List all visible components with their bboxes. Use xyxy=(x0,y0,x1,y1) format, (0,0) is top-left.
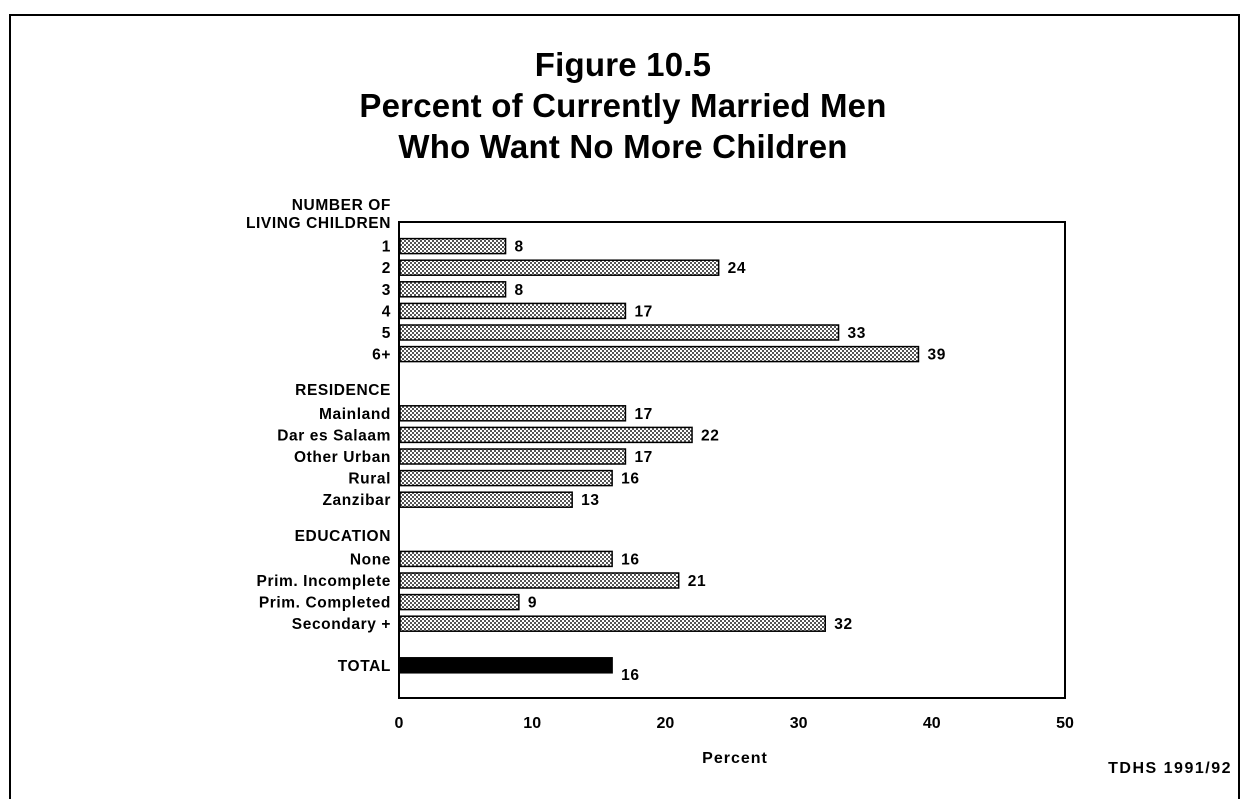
value-label: 17 xyxy=(634,303,652,320)
x-tick-label: 40 xyxy=(923,715,941,732)
category-label: Rural xyxy=(348,471,391,488)
value-label: 16 xyxy=(621,471,639,488)
group-header: LIVING CHILDREN xyxy=(246,215,391,232)
bar xyxy=(399,405,627,422)
bar xyxy=(399,345,920,363)
group-header: RESIDENCE xyxy=(295,382,391,399)
group-header: EDUCATION xyxy=(295,528,391,545)
value-label: 16 xyxy=(621,667,639,684)
x-tick-label: 0 xyxy=(395,715,404,732)
value-label: 16 xyxy=(621,551,639,568)
bar xyxy=(399,324,840,341)
value-label: 24 xyxy=(728,260,746,277)
category-label: Mainland xyxy=(319,406,391,423)
x-tick-label: 10 xyxy=(523,715,541,732)
value-label: 33 xyxy=(848,325,866,342)
x-tick-label: 50 xyxy=(1056,715,1074,732)
x-tick-label: 30 xyxy=(790,715,808,732)
category-label: Zanzibar xyxy=(322,492,391,509)
value-label: 39 xyxy=(927,347,945,364)
category-label: Secondary + xyxy=(292,616,391,633)
bar xyxy=(399,426,693,444)
figure-frame xyxy=(9,14,1240,799)
category-label: 5 xyxy=(382,325,391,342)
bar xyxy=(399,550,613,568)
source-note: TDHS 1991/92 xyxy=(1108,760,1232,777)
bar xyxy=(399,259,720,276)
value-label: 32 xyxy=(834,616,852,633)
title-line-1: Figure 10.5 xyxy=(534,46,712,83)
title-line-2: Percent of Currently Married Men xyxy=(359,87,887,124)
bar xyxy=(399,491,573,508)
category-label: Other Urban xyxy=(294,449,391,466)
category-label: None xyxy=(350,551,391,568)
bar xyxy=(399,593,520,611)
title-line-3: Who Want No More Children xyxy=(398,128,848,165)
category-label: 3 xyxy=(382,282,391,299)
bar xyxy=(399,302,627,320)
category-label: 1 xyxy=(382,239,391,256)
category-label: 2 xyxy=(382,260,391,277)
x-tick-label: 20 xyxy=(657,715,675,732)
bars-layer xyxy=(399,237,920,674)
group-header: NUMBER OF xyxy=(292,197,391,214)
category-label: TOTAL xyxy=(338,658,391,675)
bar xyxy=(399,657,613,674)
category-label: 6+ xyxy=(372,347,391,364)
bar xyxy=(399,572,680,589)
value-label: 8 xyxy=(515,282,524,299)
x-axis-ticks: 0 10 20 30 40 50 xyxy=(395,715,1074,732)
category-label: 4 xyxy=(382,303,391,320)
bar xyxy=(399,281,507,298)
value-label: 13 xyxy=(581,492,599,509)
value-label: 9 xyxy=(528,595,537,612)
category-label: Prim. Completed xyxy=(259,595,391,612)
value-label: 8 xyxy=(515,239,524,256)
value-label: 22 xyxy=(701,427,719,444)
bar xyxy=(399,615,826,632)
category-label: Dar es Salaam xyxy=(277,427,391,444)
bar xyxy=(399,448,627,465)
category-label: Prim. Incomplete xyxy=(257,573,392,590)
value-label: 17 xyxy=(634,406,652,423)
x-axis-label: Percent xyxy=(702,750,768,767)
bar xyxy=(399,237,507,255)
bar xyxy=(399,469,613,487)
value-label: 21 xyxy=(688,573,706,590)
chart-title: Figure 10.5 Percent of Currently Married… xyxy=(0,44,1246,167)
value-label: 17 xyxy=(634,449,652,466)
plot-area xyxy=(398,221,1066,699)
